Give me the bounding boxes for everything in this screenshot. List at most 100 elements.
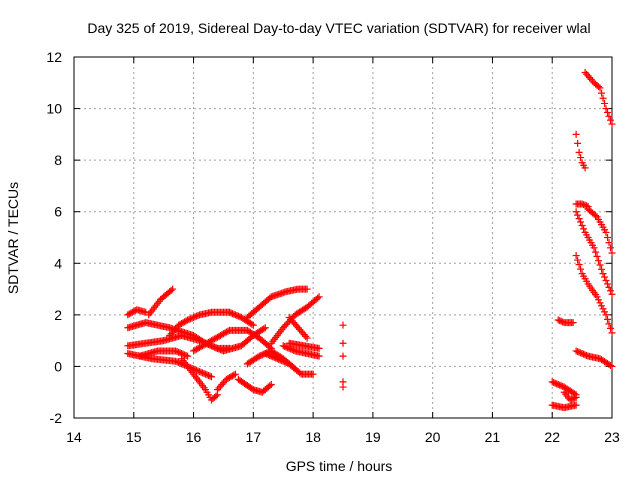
- data-point: [314, 294, 322, 302]
- data-point: [315, 352, 323, 360]
- data-point: [577, 265, 585, 273]
- data-point: [574, 348, 582, 356]
- data-point: [216, 382, 224, 390]
- data-point: [224, 327, 232, 335]
- data-point: [231, 311, 239, 319]
- data-point: [236, 313, 244, 321]
- data-point: [572, 130, 580, 138]
- data-point: [167, 330, 175, 338]
- data-point: [605, 320, 613, 328]
- data-point: [255, 352, 263, 360]
- data-point: [127, 309, 135, 317]
- data-point: [553, 380, 561, 388]
- data-point: [575, 148, 583, 156]
- data-point: [572, 393, 580, 401]
- data-point: [605, 239, 613, 247]
- data-point: [572, 208, 580, 216]
- data-point: [128, 308, 136, 316]
- data-point: [216, 346, 224, 354]
- data-point: [200, 370, 208, 378]
- data-point: [196, 344, 204, 352]
- data-point: [266, 382, 274, 390]
- data-point: [578, 221, 586, 229]
- y-tick-label: 8: [54, 152, 62, 168]
- data-point: [209, 342, 217, 350]
- data-point: [184, 316, 192, 324]
- data-point: [179, 319, 187, 327]
- data-point: [608, 290, 616, 298]
- y-axis-label: SDTVAR / TECUs: [5, 182, 21, 294]
- data-point: [566, 396, 574, 404]
- data-point: [589, 77, 597, 85]
- data-point: [556, 317, 564, 325]
- data-point: [166, 331, 174, 339]
- data-point: [249, 321, 257, 329]
- data-point: [574, 256, 582, 264]
- data-point: [209, 336, 217, 344]
- data-point: [551, 379, 559, 387]
- data-point: [197, 368, 205, 376]
- data-point: [593, 252, 601, 260]
- data-point: [230, 310, 238, 318]
- x-tick-label: 21: [485, 429, 501, 445]
- data-point: [593, 293, 601, 301]
- data-point: [197, 343, 205, 351]
- data-point: [554, 316, 562, 324]
- data-point: [282, 321, 290, 329]
- data-point: [557, 382, 565, 390]
- data-point: [607, 116, 615, 124]
- data-point: [596, 299, 604, 307]
- data-point: [215, 332, 223, 340]
- data-point: [572, 347, 580, 355]
- data-point: [291, 320, 299, 328]
- data-point: [602, 105, 610, 113]
- data-point: [581, 351, 589, 359]
- x-tick-label: 16: [186, 429, 202, 445]
- data-point: [182, 351, 190, 359]
- data-point: [258, 351, 266, 359]
- data-point: [227, 309, 235, 317]
- x-tick-label: 15: [126, 429, 142, 445]
- data-point: [194, 367, 202, 375]
- data-point: [296, 325, 304, 333]
- data-point: [595, 296, 603, 304]
- data-point: [605, 283, 613, 291]
- data-point: [568, 395, 576, 403]
- grid-layer: [74, 57, 612, 418]
- data-point: [194, 312, 202, 320]
- data-point: [300, 331, 308, 339]
- data-point: [559, 382, 567, 390]
- data-point: [604, 234, 612, 241]
- data-point: [605, 112, 613, 120]
- data-point: [574, 139, 582, 147]
- data-point: [595, 83, 603, 91]
- data-point: [303, 334, 311, 342]
- data-point: [181, 351, 189, 359]
- data-point: [170, 326, 178, 334]
- data-point: [572, 252, 580, 260]
- data-point: [219, 379, 227, 387]
- data-point: [293, 322, 301, 330]
- data-point: [339, 352, 347, 360]
- data-point: [207, 342, 215, 350]
- data-point: [261, 350, 269, 358]
- data-point: [279, 324, 287, 332]
- data-point: [315, 344, 323, 352]
- data-point: [285, 313, 293, 321]
- data-point: [607, 324, 615, 332]
- data-point: [577, 349, 585, 357]
- data-point: [595, 257, 603, 265]
- x-tick-label: 19: [365, 429, 381, 445]
- data-point: [219, 330, 227, 338]
- data-point: [601, 273, 609, 281]
- data-point: [173, 348, 181, 356]
- data-point: [202, 370, 210, 378]
- data-point: [604, 280, 612, 288]
- data-point: [583, 202, 591, 210]
- data-point: [294, 324, 302, 332]
- data-point: [248, 385, 256, 393]
- data-point: [339, 321, 347, 329]
- data-point: [287, 315, 295, 323]
- data-point: [288, 346, 296, 354]
- data-point: [581, 201, 589, 209]
